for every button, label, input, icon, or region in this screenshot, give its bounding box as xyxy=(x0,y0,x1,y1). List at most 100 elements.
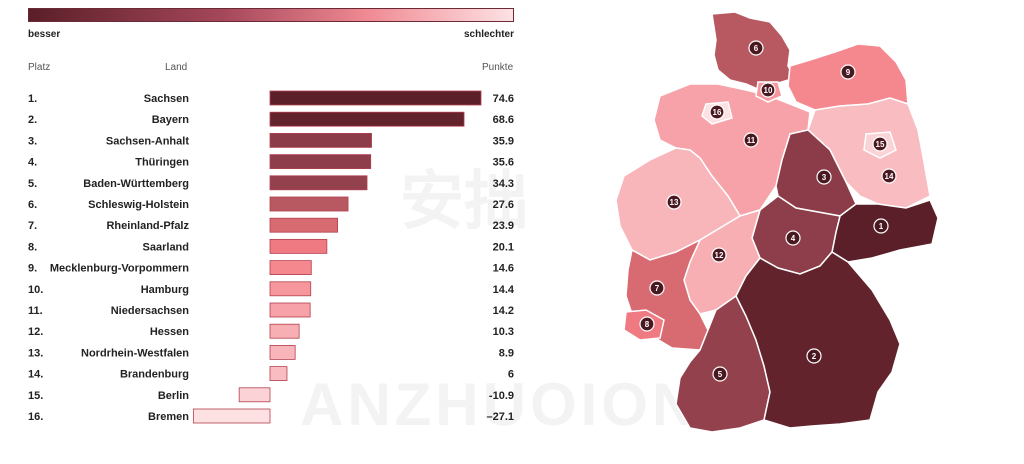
map-rank-marker: 5 xyxy=(712,366,728,382)
map-rank-marker: 15 xyxy=(872,136,888,152)
state-label: Schleswig-Holstein xyxy=(88,199,189,211)
value-label: 35.9 xyxy=(493,135,514,147)
value-label: 10.3 xyxy=(493,326,514,338)
svg-text:12: 12 xyxy=(715,251,724,260)
map-rank-marker: 11 xyxy=(743,132,759,148)
state-label: Bremen xyxy=(148,411,189,423)
state-label: Saarland xyxy=(143,241,189,253)
rank-label: 8. xyxy=(28,241,37,253)
svg-text:11: 11 xyxy=(747,136,756,145)
map-rank-marker: 4 xyxy=(785,230,801,246)
value-label: 27.6 xyxy=(493,199,514,211)
svg-text:6: 6 xyxy=(754,44,759,53)
map-rank-marker: 13 xyxy=(666,194,682,210)
map-rank-marker: 14 xyxy=(881,168,897,184)
bar-chart: 1. Sachsen 74.6 2. Bayern 68.6 3. Sachsen-Anhal… xyxy=(28,90,515,424)
state-label: Niedersachsen xyxy=(111,305,190,317)
rank-label: 13. xyxy=(28,347,43,359)
svg-text:14: 14 xyxy=(885,172,894,181)
map-rank-marker: 12 xyxy=(711,247,727,263)
bar xyxy=(269,196,349,212)
svg-text:16: 16 xyxy=(713,108,722,117)
bar xyxy=(238,387,271,403)
value-label: 35.6 xyxy=(493,157,514,169)
svg-text:3: 3 xyxy=(822,173,827,182)
value-label: 14.2 xyxy=(493,305,514,317)
value-label: 68.6 xyxy=(493,114,514,126)
map-rank-marker: 2 xyxy=(806,348,822,364)
bar xyxy=(269,154,372,170)
svg-text:7: 7 xyxy=(655,284,660,293)
bar xyxy=(269,217,338,233)
map-rank-marker: 7 xyxy=(649,280,665,296)
color-scale-bar xyxy=(28,8,514,22)
state-label: Sachsen-Anhalt xyxy=(106,135,189,147)
legend-better-label: besser xyxy=(28,29,61,40)
state-label: Hessen xyxy=(150,326,189,338)
state-label: Baden-Württemberg xyxy=(83,178,189,190)
value-label: 14.4 xyxy=(493,284,515,296)
svg-text:10: 10 xyxy=(764,86,773,95)
map-rank-marker: 16 xyxy=(709,104,725,120)
rank-label: 14. xyxy=(28,369,43,381)
map-rank-marker: 6 xyxy=(748,40,764,56)
map-rank-marker: 3 xyxy=(816,169,832,185)
rank-label: 5. xyxy=(28,178,37,190)
bar xyxy=(269,281,312,297)
svg-text:9: 9 xyxy=(846,68,851,77)
rank-label: 7. xyxy=(28,220,37,232)
legend-worse-label: schlechter xyxy=(463,29,514,40)
bar xyxy=(269,260,312,276)
svg-text:4: 4 xyxy=(791,234,796,243)
value-label: –27.1 xyxy=(486,411,514,423)
rank-label: 2. xyxy=(28,114,37,126)
header-score: Punkte xyxy=(482,62,514,73)
svg-text:5: 5 xyxy=(718,370,723,379)
rank-label: 1. xyxy=(28,93,37,105)
state-label: Hamburg xyxy=(141,284,189,296)
value-label: 23.9 xyxy=(493,220,514,232)
value-label: 34.3 xyxy=(493,178,514,190)
map-rank-marker: 1 xyxy=(873,218,889,234)
rank-label: 16. xyxy=(28,411,43,423)
rank-label: 6. xyxy=(28,199,37,211)
header-state: Land xyxy=(165,62,188,73)
svg-text:13: 13 xyxy=(670,198,679,207)
bar xyxy=(269,90,482,106)
bar xyxy=(269,344,296,360)
rank-label: 10. xyxy=(28,284,43,296)
rank-label: 9. xyxy=(28,263,37,275)
state-label: Bayern xyxy=(152,114,190,126)
map-region-bayern xyxy=(735,251,901,429)
bar xyxy=(269,238,328,254)
value-label: 6 xyxy=(508,369,514,381)
state-label: Thüringen xyxy=(135,157,189,169)
svg-text:1: 1 xyxy=(879,222,884,231)
svg-text:8: 8 xyxy=(645,320,650,329)
rank-label: 15. xyxy=(28,390,43,402)
map-rank-marker: 8 xyxy=(639,316,655,332)
rank-label: 11. xyxy=(28,305,43,317)
svg-text:2: 2 xyxy=(812,352,817,361)
bar xyxy=(269,175,368,191)
state-label: Brandenburg xyxy=(120,369,189,381)
value-label: 20.1 xyxy=(493,241,514,253)
value-label: 14.6 xyxy=(493,263,514,275)
rank-label: 4. xyxy=(28,157,37,169)
map-rank-marker: 9 xyxy=(840,64,856,80)
rank-label: 12. xyxy=(28,326,43,338)
value-label: 74.6 xyxy=(493,93,514,105)
state-label: Berlin xyxy=(158,390,189,402)
bar xyxy=(192,408,271,424)
rank-label: 3. xyxy=(28,135,37,147)
bar xyxy=(269,323,300,339)
bar xyxy=(269,302,311,318)
state-label: Rheinland-Pfalz xyxy=(106,220,189,232)
state-label: Sachsen xyxy=(144,93,190,105)
bar xyxy=(269,132,372,148)
header-rank: Platz xyxy=(28,62,51,73)
state-label: Mecklenburg-Vorpommern xyxy=(50,263,189,275)
svg-text:15: 15 xyxy=(876,140,885,149)
bar xyxy=(269,366,288,382)
